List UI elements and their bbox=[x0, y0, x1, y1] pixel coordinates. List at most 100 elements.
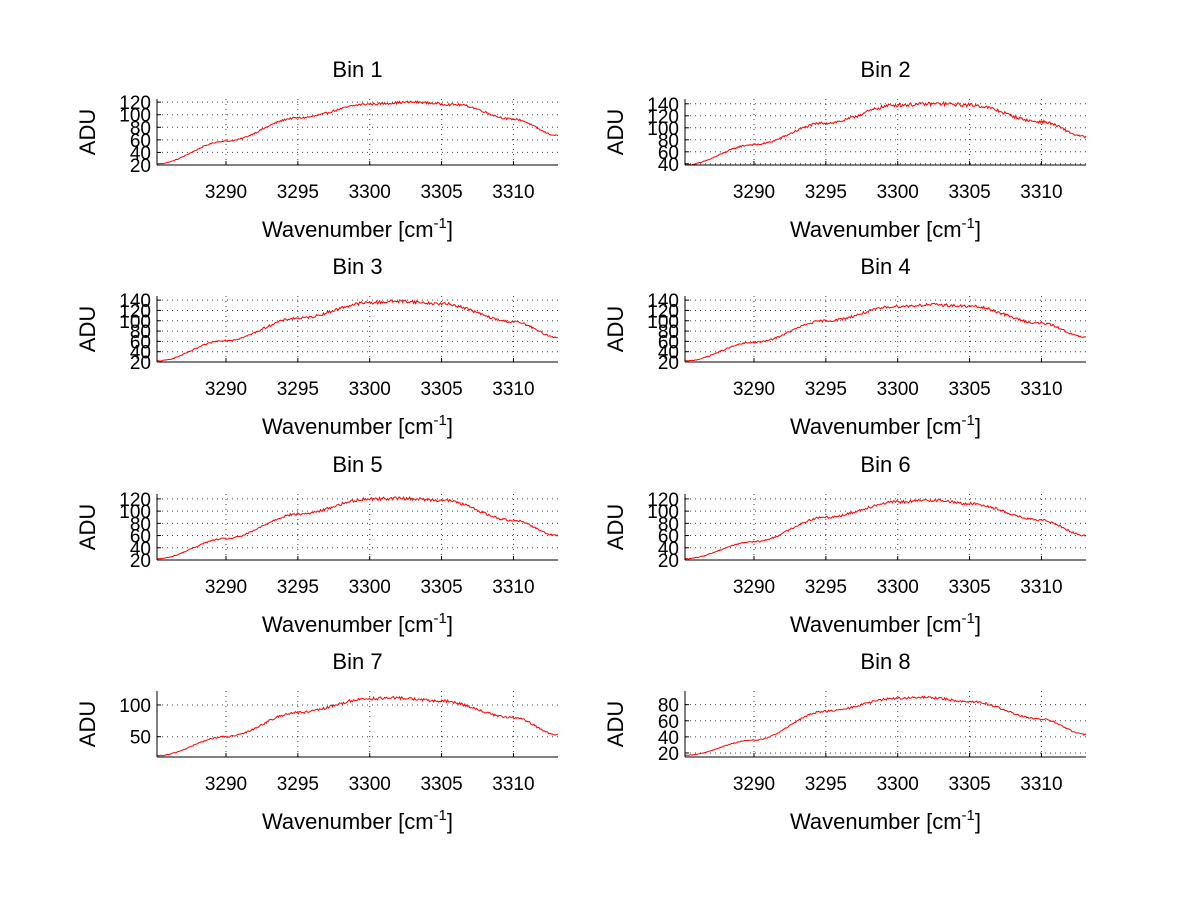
x-tick-label: 3305 bbox=[420, 577, 462, 598]
y-axis-label: ADU bbox=[75, 504, 100, 550]
chart-panel-7: Bin 7 3290 3295 3300 3305 3310 50 100 Wavenumber… bbox=[75, 649, 559, 834]
y-tick-label: 100 bbox=[119, 502, 151, 523]
x-tick-label: 3310 bbox=[1020, 577, 1062, 598]
x-tick-label: 3305 bbox=[948, 379, 990, 400]
x-axis-label-base: Wavenumber [cm bbox=[790, 612, 962, 637]
x-axis-label-suffix: ] bbox=[447, 612, 453, 637]
y-tick-label: 120 bbox=[119, 490, 151, 511]
x-axis-label: Wavenumber [cm-1] bbox=[262, 807, 453, 834]
y-tick-label: 40 bbox=[658, 728, 679, 749]
y-tick-label: 40 bbox=[658, 539, 679, 560]
chart-title: Bin 4 bbox=[860, 254, 910, 279]
x-tick-label: 3305 bbox=[420, 182, 462, 203]
x-axis-label-suffix: ] bbox=[447, 217, 453, 242]
y-tick-label: 140 bbox=[647, 95, 679, 116]
x-tick-label: 3295 bbox=[277, 577, 319, 598]
x-tick-label: 3305 bbox=[420, 774, 462, 795]
x-axis-label-base: Wavenumber [cm bbox=[262, 217, 434, 242]
x-tick-label: 3290 bbox=[205, 577, 247, 598]
x-tick-label: 3295 bbox=[805, 774, 847, 795]
y-tick-label: 50 bbox=[130, 728, 151, 749]
series-line-profile bbox=[684, 695, 1087, 756]
x-tick-label: 3290 bbox=[205, 774, 247, 795]
y-tick-label: 40 bbox=[130, 143, 151, 164]
y-tick-label: 80 bbox=[130, 118, 151, 139]
x-tick-label: 3290 bbox=[733, 182, 775, 203]
series-line-profile bbox=[684, 498, 1087, 560]
x-axis-label-base: Wavenumber [cm bbox=[790, 217, 962, 242]
y-tick-label: 60 bbox=[658, 143, 679, 164]
x-axis-label: Wavenumber [cm-1] bbox=[790, 807, 981, 834]
x-axis-label-superscript: -1 bbox=[434, 215, 447, 232]
y-tick-label: 20 bbox=[658, 353, 679, 374]
y-axis-label: ADU bbox=[75, 701, 100, 747]
x-tick-label: 3290 bbox=[733, 774, 775, 795]
chart-panel-2: Bin 2 3290 3295 3300 3305 3310 406080100120140… bbox=[603, 57, 1087, 242]
x-axis-label-suffix: ] bbox=[975, 217, 981, 242]
x-axis-label: Wavenumber [cm-1] bbox=[262, 610, 453, 637]
y-tick-label: 120 bbox=[647, 301, 679, 322]
x-tick-label: 3300 bbox=[349, 577, 391, 598]
chart-title: Bin 6 bbox=[860, 452, 910, 477]
y-tick-label: 100 bbox=[119, 312, 151, 333]
y-tick-label: 80 bbox=[658, 696, 679, 717]
x-tick-label: 3305 bbox=[948, 577, 990, 598]
y-tick-label: 60 bbox=[658, 527, 679, 548]
x-tick-label: 3290 bbox=[733, 577, 775, 598]
y-axis-label: ADU bbox=[75, 306, 100, 352]
x-tick-label: 3305 bbox=[420, 379, 462, 400]
y-tick-label: 120 bbox=[119, 93, 151, 114]
x-tick-label: 3310 bbox=[492, 379, 534, 400]
y-tick-label: 100 bbox=[119, 696, 151, 717]
y-tick-label: 60 bbox=[130, 131, 151, 152]
chart-title: Bin 8 bbox=[860, 649, 910, 674]
x-axis-label: Wavenumber [cm-1] bbox=[790, 215, 981, 242]
x-tick-label: 3310 bbox=[1020, 182, 1062, 203]
y-tick-label: 20 bbox=[658, 744, 679, 765]
x-tick-label: 3300 bbox=[877, 182, 919, 203]
x-tick-label: 3295 bbox=[277, 774, 319, 795]
chart-panel-4: Bin 4 3290 3295 3300 3305 3310 204060801001201… bbox=[603, 254, 1087, 439]
y-tick-label: 40 bbox=[130, 539, 151, 560]
y-axis-label: ADU bbox=[603, 701, 628, 747]
x-tick-label: 3300 bbox=[349, 379, 391, 400]
y-tick-label: 20 bbox=[130, 551, 151, 572]
y-tick-label: 40 bbox=[658, 343, 679, 364]
x-axis-label-superscript: -1 bbox=[962, 412, 975, 429]
y-tick-label: 80 bbox=[658, 514, 679, 535]
x-axis-label-base: Wavenumber [cm bbox=[262, 809, 434, 834]
y-tick-label: 40 bbox=[658, 155, 679, 176]
y-axis-label: ADU bbox=[603, 504, 628, 550]
y-tick-label: 60 bbox=[130, 332, 151, 353]
chart-panel-3: Bin 3 3290 3295 3300 3305 3310 204060801001201… bbox=[75, 254, 559, 439]
series-line-profile bbox=[156, 495, 559, 560]
x-axis-label-base: Wavenumber [cm bbox=[262, 414, 434, 439]
y-tick-label: 20 bbox=[658, 551, 679, 572]
x-axis-label: Wavenumber [cm-1] bbox=[262, 412, 453, 439]
x-tick-label: 3300 bbox=[877, 577, 919, 598]
x-axis-label: Wavenumber [cm-1] bbox=[790, 412, 981, 439]
y-tick-label: 60 bbox=[130, 527, 151, 548]
chart-title: Bin 1 bbox=[332, 57, 382, 82]
chart-title: Bin 7 bbox=[332, 649, 382, 674]
x-tick-label: 3310 bbox=[492, 182, 534, 203]
chart-title: Bin 3 bbox=[332, 254, 382, 279]
x-tick-label: 3310 bbox=[1020, 379, 1062, 400]
x-axis-label: Wavenumber [cm-1] bbox=[262, 215, 453, 242]
x-axis-label-suffix: ] bbox=[447, 414, 453, 439]
x-axis-label-superscript: -1 bbox=[434, 610, 447, 627]
x-axis-label-superscript: -1 bbox=[962, 215, 975, 232]
y-tick-label: 100 bbox=[647, 119, 679, 140]
y-tick-label: 40 bbox=[130, 343, 151, 364]
x-tick-label: 3295 bbox=[277, 379, 319, 400]
y-tick-label: 20 bbox=[130, 353, 151, 374]
x-axis-label-superscript: -1 bbox=[962, 807, 975, 824]
x-tick-label: 3300 bbox=[349, 182, 391, 203]
x-axis-label-suffix: ] bbox=[447, 809, 453, 834]
y-tick-label: 120 bbox=[119, 301, 151, 322]
x-tick-label: 3295 bbox=[805, 379, 847, 400]
